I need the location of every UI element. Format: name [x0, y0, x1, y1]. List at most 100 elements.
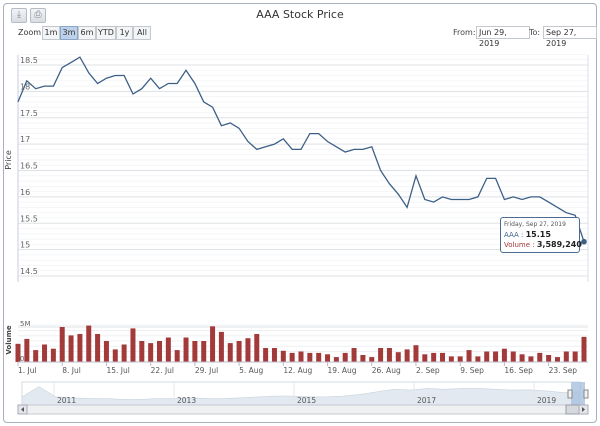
volume-bar [466, 350, 472, 362]
volume-bar [484, 351, 490, 362]
x-tick-label: 1. Jul [18, 366, 37, 375]
volume-bar [554, 357, 560, 362]
volume-tick-label: 5M [20, 320, 31, 328]
volume-bar [289, 352, 295, 362]
volume-bar [227, 343, 233, 362]
navigator-right-handle[interactable] [583, 389, 589, 399]
volume-bar [86, 325, 92, 362]
navigator-left-handle[interactable] [567, 389, 573, 399]
volume-bar [148, 343, 154, 362]
price-tick-label: 18.5 [20, 56, 38, 65]
volume-bar [369, 357, 375, 362]
volume-bar [271, 348, 277, 362]
volume-bar [457, 356, 463, 362]
volume-bar [24, 338, 30, 362]
range-button-1y[interactable]: 1y [116, 26, 133, 40]
volume-bar [50, 348, 56, 362]
volume-bar [201, 341, 207, 362]
volume-bar [395, 352, 401, 362]
volume-bar [245, 338, 251, 362]
volume-bar [440, 352, 445, 362]
x-tick-label: 12. Aug [283, 366, 312, 375]
volume-bar [95, 334, 101, 362]
volume-bar [475, 356, 481, 362]
volume-bar [174, 350, 180, 362]
volume-bar [378, 348, 384, 362]
x-tick-label: 29. Jul [195, 366, 218, 375]
tooltip-series-value: 15.15 [525, 230, 551, 239]
volume-bar [431, 352, 437, 362]
volume-bar [254, 334, 260, 362]
price-line [17, 56, 585, 242]
volume-bar [42, 344, 48, 362]
volume-bar [263, 348, 269, 362]
hover-marker [581, 238, 587, 245]
x-tick-label: 19. Aug [328, 366, 357, 375]
tooltip-volume-value: 3,589,240 [536, 240, 582, 249]
to-label: To: [529, 28, 541, 37]
print-icon[interactable]: ⎙ [30, 8, 46, 23]
volume-bar [165, 337, 171, 362]
volume-bar [183, 337, 189, 362]
x-tick-label: 9. Sep [460, 366, 484, 375]
tooltip-date: Friday, Sep 27, 2019 [504, 221, 566, 228]
navigator-year-label: 2013 [177, 396, 196, 405]
zoom-label: Zoom [18, 28, 42, 37]
volume-bar [581, 336, 587, 362]
x-tick-label: 5. Aug [239, 366, 263, 375]
volume-bar [103, 341, 109, 362]
volume-bar [316, 352, 322, 362]
volume-bar [218, 331, 224, 362]
navigator-selection [571, 382, 585, 405]
volume-tick-label: 0 [20, 355, 24, 363]
volume-bar [15, 343, 21, 362]
volume-bar [510, 351, 516, 362]
navigator-series [21, 386, 581, 406]
x-tick-label: 22. Jul [151, 366, 174, 375]
volume-bar [572, 351, 578, 362]
price-tick-label: 16 [20, 188, 30, 197]
navigator-year-label: 2015 [297, 396, 316, 405]
price-tick-label: 17.5 [20, 109, 38, 118]
range-button-all[interactable]: All [133, 26, 151, 40]
volume-bar [333, 357, 339, 362]
volume-bar [493, 351, 499, 362]
range-button-1m[interactable]: 1m [42, 26, 60, 40]
from-label: From: [453, 28, 476, 37]
volume-bar [519, 354, 525, 362]
from-date-input[interactable]: Jun 29, 2019 [476, 26, 530, 48]
volume-axis-title: Volume [5, 325, 13, 355]
volume-bar [210, 326, 216, 362]
scrollbar-track[interactable] [17, 404, 589, 415]
volume-bar [563, 351, 569, 362]
scrollbar-thumb[interactable] [565, 404, 580, 415]
price-tick-label: 14.5 [20, 267, 38, 276]
volume-bar [236, 341, 242, 362]
volume-bar [130, 328, 136, 362]
volume-bar [351, 348, 357, 362]
x-tick-label: 15. Jul [106, 366, 129, 375]
volume-bar [448, 356, 454, 362]
volume-bar [325, 354, 331, 362]
price-tick-label: 15 [20, 241, 30, 250]
range-button-3m[interactable]: 3m [60, 26, 78, 40]
volume-bar [59, 327, 65, 362]
x-tick-label: 26. Aug [372, 366, 401, 375]
volume-bar [121, 344, 127, 362]
x-tick-label: 2. Sep [416, 366, 440, 375]
volume-bar [112, 349, 118, 362]
volume-bar [157, 341, 162, 362]
price-tick-label: 16.5 [20, 162, 38, 171]
x-tick-label: 8. Jul [62, 366, 81, 375]
range-button-6m[interactable]: 6m [78, 26, 96, 40]
to-date-input[interactable]: Sep 27, 2019 [543, 26, 597, 48]
volume-bar [501, 348, 507, 362]
price-tick-label: 18 [20, 82, 30, 91]
volume-bar [280, 350, 286, 362]
volume-bar [68, 335, 74, 362]
price-axis-title: Price [4, 150, 13, 170]
range-button-ytd[interactable]: YTD [96, 26, 116, 40]
arrow-right-icon [582, 407, 585, 412]
download-icon[interactable]: ⤓ [11, 8, 27, 23]
